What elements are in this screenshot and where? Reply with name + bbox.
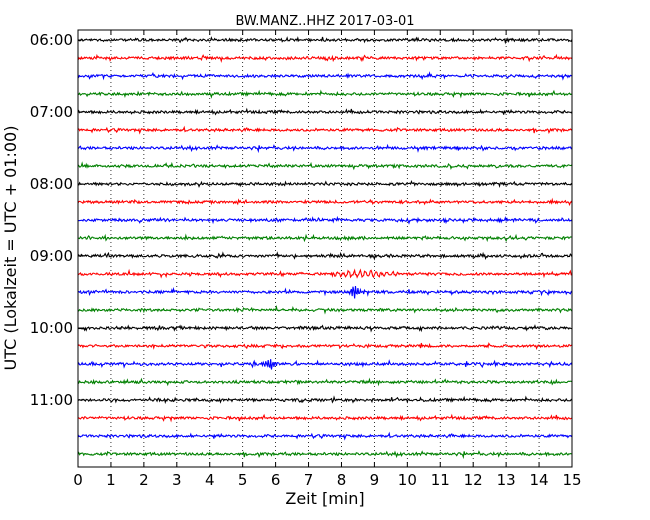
y-tick-label: 11:00 <box>30 391 73 409</box>
trace-0830 <box>77 215 573 225</box>
y-tick-label: 06:00 <box>30 31 73 49</box>
grid-lines <box>110 30 540 467</box>
x-tick-label: 8 <box>337 471 347 489</box>
trace-0845 <box>77 233 573 243</box>
x-tick-label: 0 <box>73 471 83 489</box>
trace-1000 <box>77 324 573 333</box>
plot-frame <box>77 29 573 468</box>
x-axis-label: Zeit [min] <box>285 489 364 508</box>
trace-1115 <box>77 413 573 423</box>
trace-0645 <box>77 89 573 99</box>
trace-0945 <box>77 304 573 315</box>
trace-0815 <box>77 197 573 207</box>
x-tick-label: 13 <box>497 471 516 489</box>
trace-1015 <box>77 342 573 351</box>
x-tick-label: 11 <box>431 471 450 489</box>
trace-0615 <box>77 53 573 63</box>
trace-1030 <box>77 359 573 370</box>
trace-1145 <box>77 450 573 460</box>
x-tick-label: 5 <box>238 471 248 489</box>
x-tick-label: 3 <box>172 471 182 489</box>
x-tick-label: 7 <box>304 471 314 489</box>
trace-1045 <box>77 377 573 387</box>
trace-0745 <box>77 161 573 171</box>
x-tick-label: 10 <box>398 471 417 489</box>
x-tick-label: 2 <box>139 471 149 489</box>
trace-0715 <box>77 125 573 135</box>
trace-0630 <box>77 71 573 81</box>
y-tick-label: 10:00 <box>30 319 73 337</box>
trace-1100 <box>77 395 573 405</box>
trace-0700 <box>77 107 573 116</box>
trace-0600 <box>77 36 573 45</box>
y-tick-label: 08:00 <box>30 175 73 193</box>
x-tick-label: 4 <box>205 471 215 489</box>
trace-0930 <box>77 285 573 299</box>
x-tick-label: 9 <box>370 471 380 489</box>
x-axis: 0 1 2 3 4 5 6 7 8 9 10 11 12 13 14 15 <box>73 30 582 489</box>
x-tick-label: 6 <box>271 471 281 489</box>
trace-0900 <box>77 251 573 261</box>
y-tick-label: 09:00 <box>30 247 73 265</box>
chart-title: BW.MANZ..HHZ 2017-03-01 <box>235 14 414 29</box>
x-tick-label: 12 <box>464 471 483 489</box>
trace-0800 <box>77 179 573 188</box>
trace-1130 <box>77 431 573 441</box>
y-tick-label: 07:00 <box>30 103 73 121</box>
trace-0730 <box>77 143 573 154</box>
x-tick-label: 15 <box>562 471 581 489</box>
x-tick-label: 1 <box>106 471 116 489</box>
trace-group <box>77 36 573 460</box>
trace-0915 <box>77 268 573 279</box>
y-axis: 06:00 07:00 08:00 09:00 10:00 11:00 <box>30 31 83 409</box>
x-tick-label: 14 <box>530 471 549 489</box>
y-axis-label: UTC (Lokalzeit = UTC + 01:00) <box>1 126 20 371</box>
